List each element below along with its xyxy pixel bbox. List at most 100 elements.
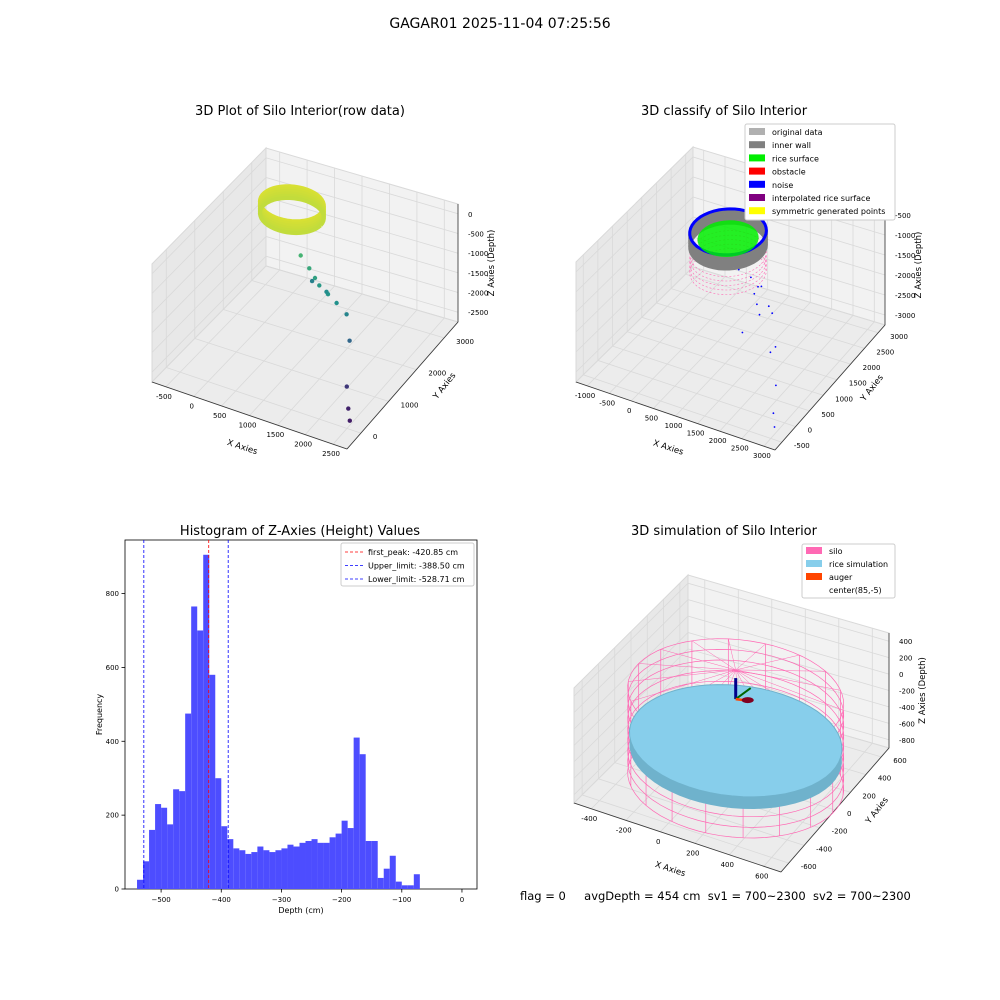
raw-y-tick-label: 0: [373, 433, 377, 441]
simulation-z-gridline: [573, 615, 890, 730]
figure-title: GAGAR01 2025-11-04 07:25:56: [389, 16, 611, 32]
classify-noise-point: [757, 285, 759, 288]
raw-z-tick-label: -500: [468, 231, 484, 239]
simulation-silo-roof-wire: [735, 643, 766, 671]
classify-inner-wall-ring: [688, 221, 768, 271]
raw-x-gridline: [332, 200, 445, 445]
raw-y-axis-line: [346, 321, 459, 450]
classify-x-gridline: [608, 156, 726, 394]
raw-x-gridline: [221, 168, 336, 407]
simulation-silo-roof-wire: [638, 663, 736, 671]
classify-legend-label: symmetric generated points: [772, 207, 885, 216]
classify-noise-point: [750, 276, 752, 279]
classify-y-gridline: [670, 168, 865, 349]
histogram-x-tick-label: −200: [332, 896, 351, 904]
classify-y-tick-label: 2500: [876, 348, 894, 356]
histogram-legend: [340, 542, 475, 587]
classify-legend-label: original data: [772, 128, 823, 137]
simulation-x-axis-label: X Axies: [654, 860, 687, 879]
raw-y-gridline: [251, 162, 445, 339]
histogram-y-tick-label: 600: [106, 664, 119, 672]
status-line: flag = 0 avgDepth = 454 cm sv1 = 700~230…: [520, 889, 911, 903]
classify-3d-plot: -1000-500050010001500200025003000-500050…: [575, 123, 924, 460]
raw-x-tick-label: 1500: [266, 431, 284, 439]
simulation-legend-label: rice simulation: [829, 560, 888, 569]
simulation-z-tick-label: -200: [899, 688, 915, 696]
raw-z-gridline: [151, 157, 459, 275]
histogram-x-axis-label: Depth (cm): [278, 906, 323, 915]
histogram-bar: [143, 861, 150, 889]
raw-x-gridline: [249, 176, 363, 416]
classify-y-tick-label: 1000: [835, 395, 853, 403]
histogram-bar: [401, 885, 408, 889]
classify-x-tick-label: 1000: [665, 422, 683, 430]
histogram-bar: [371, 840, 378, 889]
raw-x-tick-label: 0: [190, 402, 194, 410]
simulation-x-tick-label: 0: [656, 838, 660, 846]
raw-data-point: [344, 312, 349, 317]
histogram-bar: [305, 840, 312, 889]
simulation-silo-roof-wire: [728, 638, 736, 670]
histogram-bar: [359, 754, 366, 889]
raw-y-tick-label: 2000: [428, 370, 446, 378]
simulation-3d-plot: -400 -200 0 200 400 600 -600 -400 -200 0 200 400 600…: [573, 543, 928, 880]
histogram-bar: [383, 868, 390, 889]
histogram-bar: [407, 885, 414, 889]
classify-y-tick-label: 2000: [863, 364, 881, 372]
histogram-y-tick-label: 200: [106, 812, 119, 820]
raw-plot-title: 3D Plot of Silo Interior(row data): [195, 104, 405, 119]
histogram-bar: [239, 850, 246, 889]
classify-y-tick-label: -500: [794, 442, 810, 450]
raw-y-tick-label: 3000: [456, 338, 474, 346]
raw-data-point: [309, 278, 315, 284]
histogram-bar: [293, 846, 300, 889]
histogram-plot: −500 −400 −300 −200 −100 0 0 200 400 600 800 Depth …: [95, 539, 478, 915]
raw-y-tick-label: 1000: [401, 401, 419, 409]
raw-z-axis-label: Z Axies (Depth): [487, 230, 497, 297]
classify-z-tick-label: -2500: [895, 292, 915, 300]
simulation-plot-title: 3D simulation of Silo Interior: [631, 524, 817, 539]
classify-legend: [744, 123, 896, 221]
simulation-y-tick-label: 400: [878, 775, 891, 783]
simulation-silo-roof-wire: [735, 654, 800, 671]
raw-data-point: [324, 289, 329, 294]
raw-data-point: [307, 266, 312, 271]
classify-legend-swatch: [749, 194, 765, 201]
simulation-legend-label: auger: [829, 573, 853, 582]
histogram-bar: [311, 839, 318, 889]
simulation-z-axis-label: Z Axies (Depth): [918, 657, 928, 724]
simulation-y-tick-label: 200: [862, 792, 875, 800]
raw-x-tick-label: 1000: [239, 422, 257, 430]
simulation-y-tick-label: -400: [816, 845, 832, 853]
simulation-legend-swatch: [806, 547, 822, 554]
classify-z-gridline: [575, 216, 886, 333]
simulation-y-gridline: [598, 663, 805, 846]
status-flag: flag = 0: [520, 889, 566, 903]
raw-z-tick-label: -1000: [468, 250, 488, 258]
histogram-bar: [215, 778, 222, 889]
histogram-bar: [341, 820, 348, 889]
classify-x-gridline: [697, 182, 811, 424]
simulation-legend-swatch: [806, 573, 822, 580]
classify-z-gridline: [575, 196, 886, 313]
raw-data-point: [347, 418, 352, 423]
simulation-x-gridline: [763, 628, 873, 867]
histogram-bar: [395, 881, 402, 889]
classify-noise-point: [767, 305, 770, 308]
classify-y-tick-label: 1500: [849, 380, 867, 388]
histogram-bar: [353, 737, 360, 889]
raw-data-3d-plot: -500 0 500 1000 1500 2000 2500 0 1000 2000 3000 0 -5…: [151, 146, 497, 458]
classify-x-gridline: [586, 150, 705, 387]
classify-legend-label: inner wall: [772, 141, 811, 150]
histogram-legend-label: Lower_limit: -528.71 cm: [368, 575, 465, 584]
simulation-legend-label: center(85,-5): [829, 586, 882, 595]
classify-x-axis-line: [575, 381, 776, 451]
classify-z-tick-label: -2000: [895, 272, 915, 280]
classify-legend-swatch: [749, 207, 765, 215]
classify-noise-point: [737, 268, 740, 271]
raw-z-gridline: [151, 236, 459, 353]
simulation-y-tick-label: 0: [847, 810, 851, 818]
histogram-bar: [149, 829, 156, 889]
classify-z-tick-label: -1000: [895, 232, 915, 240]
histogram-bar: [269, 852, 276, 889]
